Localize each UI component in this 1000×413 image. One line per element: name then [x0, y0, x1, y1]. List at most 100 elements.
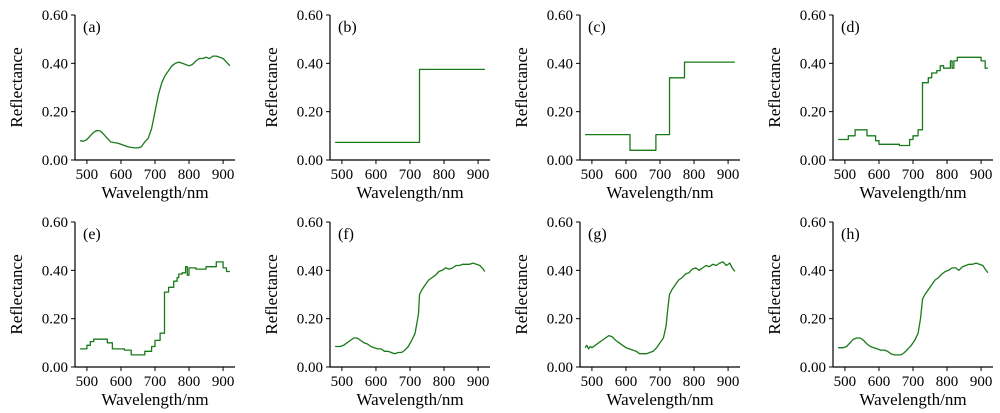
- panel-label: (h): [841, 226, 860, 243]
- y-tick-label: 0.60: [42, 8, 68, 24]
- panel-label: (e): [83, 226, 101, 243]
- x-axis-label: Wavelength/nm: [606, 390, 713, 409]
- x-tick-label: 700: [649, 167, 672, 183]
- y-tick-label: 0.00: [297, 360, 323, 376]
- x-axis-label: Wavelength/nm: [101, 390, 208, 409]
- x-tick-label: 900: [970, 167, 993, 183]
- x-tick-label: 700: [399, 374, 422, 390]
- x-tick-label: 700: [902, 167, 925, 183]
- x-axis-label: Wavelength/nm: [859, 390, 966, 409]
- y-tick-label: 0.40: [547, 263, 573, 279]
- y-tick-label: 0.20: [297, 105, 323, 121]
- x-tick-label: 700: [649, 374, 672, 390]
- x-tick-label: 800: [936, 167, 959, 183]
- x-tick-label: 800: [683, 167, 706, 183]
- x-tick-label: 600: [615, 374, 638, 390]
- x-tick-label: 700: [399, 167, 422, 183]
- panel-label: (d): [841, 19, 860, 36]
- y-axis-label: Reflectance: [7, 47, 26, 127]
- y-tick-label: 0.60: [800, 215, 826, 231]
- y-axis-label: Reflectance: [7, 254, 26, 334]
- y-axis-label: Reflectance: [512, 47, 531, 127]
- y-tick-label: 0.60: [547, 215, 573, 231]
- y-tick-label: 0.60: [297, 215, 323, 231]
- y-tick-label: 0.00: [42, 153, 68, 169]
- panel-b: 0.00 0.20 0.40 0.60 500 600 700 800 900Wavelengt…: [262, 8, 490, 202]
- x-tick-label: 600: [868, 167, 891, 183]
- y-tick-label: 0.40: [297, 263, 323, 279]
- reflectance-series-line: [838, 262, 989, 356]
- panel-f: 0.00 0.20 0.40 0.60 500 600 700 800 900Wavelengt…: [262, 215, 490, 409]
- y-tick-label: 0.60: [42, 215, 68, 231]
- x-tick-label: 800: [178, 374, 201, 390]
- y-tick-label: 0.00: [297, 153, 323, 169]
- x-axis-label: Wavelength/nm: [101, 183, 208, 202]
- y-axis-label: Reflectance: [262, 254, 281, 334]
- x-tick-label: 600: [615, 167, 638, 183]
- x-tick-label: 900: [717, 167, 740, 183]
- y-tick-label: 0.00: [800, 360, 826, 376]
- y-tick-label: 0.20: [800, 105, 826, 121]
- x-tick-label: 500: [331, 374, 354, 390]
- x-tick-label: 800: [178, 167, 201, 183]
- reflectance-series-line: [80, 55, 231, 149]
- x-tick-label: 500: [331, 167, 354, 183]
- panel-a: 0.00 0.20 0.40 0.60 500 600 700 800 900Wavelengt…: [7, 8, 235, 202]
- x-tick-label: 500: [581, 167, 604, 183]
- panel-d: 0.00 0.20 0.40 0.60 500 600 700 800 900Wavelengt…: [765, 8, 993, 202]
- y-tick-label: 0.20: [800, 312, 826, 328]
- reflectance-series-line: [838, 56, 988, 147]
- y-axis-label: Reflectance: [512, 254, 531, 334]
- y-tick-label: 0.20: [547, 105, 573, 121]
- x-tick-label: 700: [144, 167, 167, 183]
- reflectance-series-line: [584, 261, 736, 355]
- y-tick-label: 0.40: [42, 263, 68, 279]
- x-tick-label: 500: [834, 167, 857, 183]
- reflectance-series-line: [585, 61, 735, 151]
- x-tick-label: 700: [902, 374, 925, 390]
- reflectance-series-line: [335, 68, 485, 144]
- x-tick-label: 500: [76, 374, 99, 390]
- y-axis-label: Reflectance: [765, 47, 784, 127]
- y-tick-label: 0.40: [297, 56, 323, 72]
- y-tick-label: 0.40: [547, 56, 573, 72]
- x-tick-label: 900: [467, 374, 490, 390]
- y-tick-label: 0.20: [42, 312, 68, 328]
- x-tick-label: 500: [76, 167, 99, 183]
- y-tick-label: 0.00: [800, 153, 826, 169]
- x-tick-label: 700: [144, 374, 167, 390]
- x-axis-label: Wavelength/nm: [606, 183, 713, 202]
- y-tick-label: 0.00: [547, 360, 573, 376]
- x-tick-label: 600: [110, 374, 133, 390]
- y-tick-label: 0.40: [800, 263, 826, 279]
- x-tick-label: 600: [365, 374, 388, 390]
- x-tick-label: 800: [433, 374, 456, 390]
- x-tick-label: 600: [110, 167, 133, 183]
- y-tick-label: 0.40: [800, 56, 826, 72]
- panel-c: 0.00 0.20 0.40 0.60 500 600 700 800 900Wavelengt…: [512, 8, 740, 202]
- x-tick-label: 900: [212, 167, 235, 183]
- y-tick-label: 0.00: [547, 153, 573, 169]
- x-tick-label: 800: [936, 374, 959, 390]
- y-tick-label: 0.20: [297, 312, 323, 328]
- y-tick-label: 0.60: [297, 8, 323, 24]
- y-tick-label: 0.00: [42, 360, 68, 376]
- x-tick-label: 800: [433, 167, 456, 183]
- y-axis-label: Reflectance: [765, 254, 784, 334]
- x-axis-label: Wavelength/nm: [356, 183, 463, 202]
- x-tick-label: 900: [970, 374, 993, 390]
- reflectance-series-line: [335, 262, 486, 355]
- y-tick-label: 0.60: [547, 8, 573, 24]
- panel-e: 0.00 0.20 0.40 0.60 500 600 700 800 900Wavelengt…: [7, 215, 235, 409]
- x-tick-label: 600: [365, 167, 388, 183]
- panel-label: (c): [588, 19, 606, 36]
- x-tick-label: 900: [467, 167, 490, 183]
- y-tick-label: 0.20: [42, 105, 68, 121]
- y-tick-label: 0.20: [547, 312, 573, 328]
- reflectance-series-line: [80, 261, 230, 356]
- x-axis-label: Wavelength/nm: [356, 390, 463, 409]
- x-tick-label: 800: [683, 374, 706, 390]
- y-axis-label: Reflectance: [262, 47, 281, 127]
- x-axis-label: Wavelength/nm: [859, 183, 966, 202]
